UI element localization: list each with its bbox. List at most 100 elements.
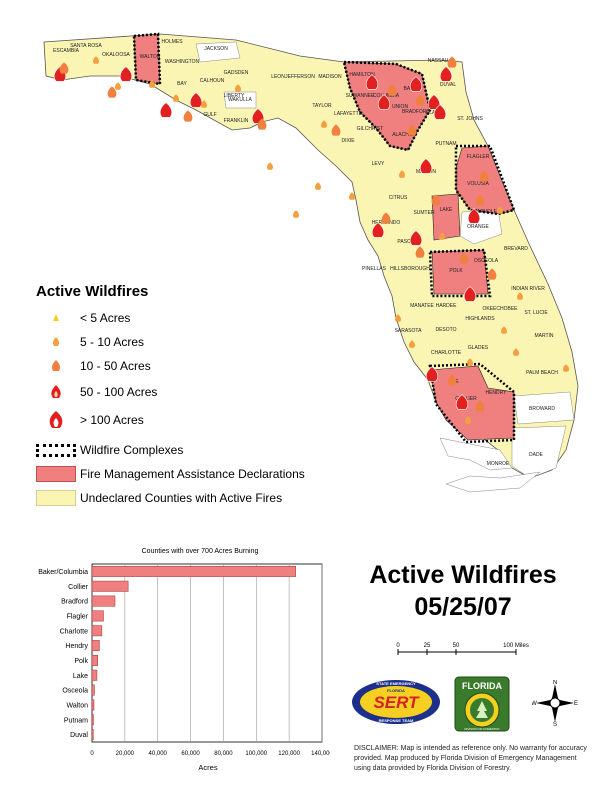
county-label-st-lucie: ST. LUCIE	[524, 310, 548, 316]
chart-x-tick-label: 60,000	[181, 751, 200, 757]
fire-marker	[365, 74, 379, 90]
fire-marker	[419, 158, 433, 174]
legend-item-5-10: 5 - 10 Acres	[36, 332, 144, 352]
chart-x-axis-label: Acres	[198, 763, 217, 772]
county-label-nassau: NASSAU	[428, 58, 449, 64]
florida-outline	[43, 33, 579, 493]
chart-x-tick-label: 100,000	[245, 751, 267, 757]
county-label-sumter: SUMTER	[413, 210, 435, 216]
legend-item-complex: Wildfire Complexes	[36, 440, 183, 460]
fire-marker	[501, 326, 507, 334]
fire-marker	[183, 110, 193, 122]
county-label-charlotte: CHARLOTTE	[431, 350, 462, 356]
fire-marker	[409, 340, 415, 348]
fire-marker	[433, 104, 447, 120]
fire-marker	[563, 364, 569, 372]
county-label-gilchrist: GILCHRIST	[357, 126, 384, 132]
fire-marker	[201, 100, 207, 108]
chart-bar	[91, 565, 296, 577]
fire-small-icon	[53, 314, 59, 321]
county-label-hillsborough: HILLSBOROUGH	[390, 266, 430, 272]
fire-marker	[293, 210, 299, 218]
fire-marker	[381, 212, 391, 224]
county-label-broward: BROWARD	[529, 406, 555, 412]
fire-marker	[159, 102, 173, 118]
scale-bar: 0 25 50 100 Miles	[396, 643, 529, 655]
chart-bar	[91, 595, 116, 607]
fire-marker	[407, 124, 417, 136]
chart-x-tick-label: 0	[90, 751, 94, 757]
fire-marker	[415, 94, 425, 106]
county-label-hendry: HENDRY	[485, 390, 507, 396]
county-label-sarasota: SARASOTA	[395, 328, 423, 334]
county-label-highlands: HIGHLANDS	[465, 316, 495, 322]
legend-item-10-50: 10 - 50 Acres	[36, 356, 151, 376]
fire-marker	[439, 232, 445, 240]
fire-marker	[173, 94, 179, 102]
county-label-orange: ORANGE	[467, 224, 489, 230]
fire-marker	[149, 80, 155, 88]
legend-item-gt100: > 100 Acres	[36, 410, 144, 430]
fire-marker	[93, 56, 99, 64]
legend-title: Active Wildfires	[36, 283, 149, 300]
county-label-santa-rosa: SANTA ROSA	[70, 43, 102, 49]
chart-category-label: Flagler	[67, 613, 89, 620]
county-label-clay: CLAY	[426, 110, 439, 116]
county-label-bay: BAY	[177, 81, 187, 87]
chart-bar	[91, 669, 98, 681]
scale-tick-0: 0	[396, 643, 400, 649]
fire-marker	[475, 194, 485, 206]
county-label-desoto: DESOTO	[435, 327, 456, 333]
complex-swatch	[36, 443, 76, 457]
fire-marker	[235, 84, 241, 92]
chart-category-label: Polk	[74, 658, 88, 665]
legend-label: Wildfire Complexes	[80, 443, 184, 457]
main-title: Active Wildfires	[369, 561, 557, 589]
fire-marker	[439, 66, 453, 82]
forestry-mid-text: DIVISION OF FORESTRY	[464, 727, 499, 731]
fire-marker	[459, 252, 469, 264]
county-label-palm-beach: PALM BEACH	[526, 370, 558, 376]
fire-large-icon	[49, 411, 63, 428]
fire-marker	[409, 76, 423, 92]
main-date: 05/25/07	[414, 593, 512, 621]
chart-x-tick-label: 40,000	[149, 751, 168, 757]
chart-bar	[91, 684, 95, 696]
county-label-manatee: MANATEE	[410, 303, 434, 309]
county-label-polk: POLK	[449, 268, 463, 274]
county-label-gulf: GULF	[203, 112, 216, 118]
fire-marker	[467, 208, 481, 224]
county-label-escambia: ESCAMBIA	[53, 48, 80, 54]
fire-marker	[425, 366, 439, 382]
county-label-citrus: CITRUS	[389, 195, 408, 201]
legend-item-50-100: 50 - 100 Acres	[36, 382, 157, 402]
sert-bottom-text: RESPONSE TEAM	[379, 718, 414, 723]
legend-item-undeclared: Undeclared Counties with Active Fires	[36, 488, 282, 508]
county-label-madison: MADISON	[318, 74, 342, 80]
fire-marker	[431, 194, 441, 206]
county-label-pinellas: PINELLAS	[362, 266, 387, 272]
fire-marker	[427, 94, 441, 110]
chart-category-label: Charlotte	[60, 628, 89, 635]
fire-marker	[321, 120, 327, 128]
chart-category-label: Hendry	[65, 643, 88, 650]
chart-x-tick-label: 140,000	[311, 751, 330, 757]
fire-marker	[447, 374, 457, 386]
fire-marker	[395, 314, 401, 322]
fire-marker	[467, 358, 473, 366]
fire-marker	[119, 66, 133, 82]
legend-label: 50 - 100 Acres	[80, 385, 158, 399]
chart-bar	[91, 729, 94, 741]
county-label-osceola: OSCEOLA	[474, 258, 499, 264]
fire-10-50-icon	[52, 360, 60, 371]
compass-s: S	[553, 722, 557, 726]
county-label-taylor: TAYLOR	[312, 103, 332, 109]
forestry-logo: FLORIDA DIVISION OF FORESTRY	[454, 676, 510, 732]
chart-plot-area	[91, 563, 323, 743]
county-label-putnam: PUTNAM	[435, 141, 456, 147]
legend-label: < 5 Acres	[80, 311, 131, 325]
county-label-calhoun: CALHOUN	[200, 78, 225, 84]
county-label-wakulla: WAKULLA	[228, 97, 252, 103]
county-label-columbia: COLUMBIA	[373, 93, 400, 99]
fire-marker	[189, 92, 203, 108]
